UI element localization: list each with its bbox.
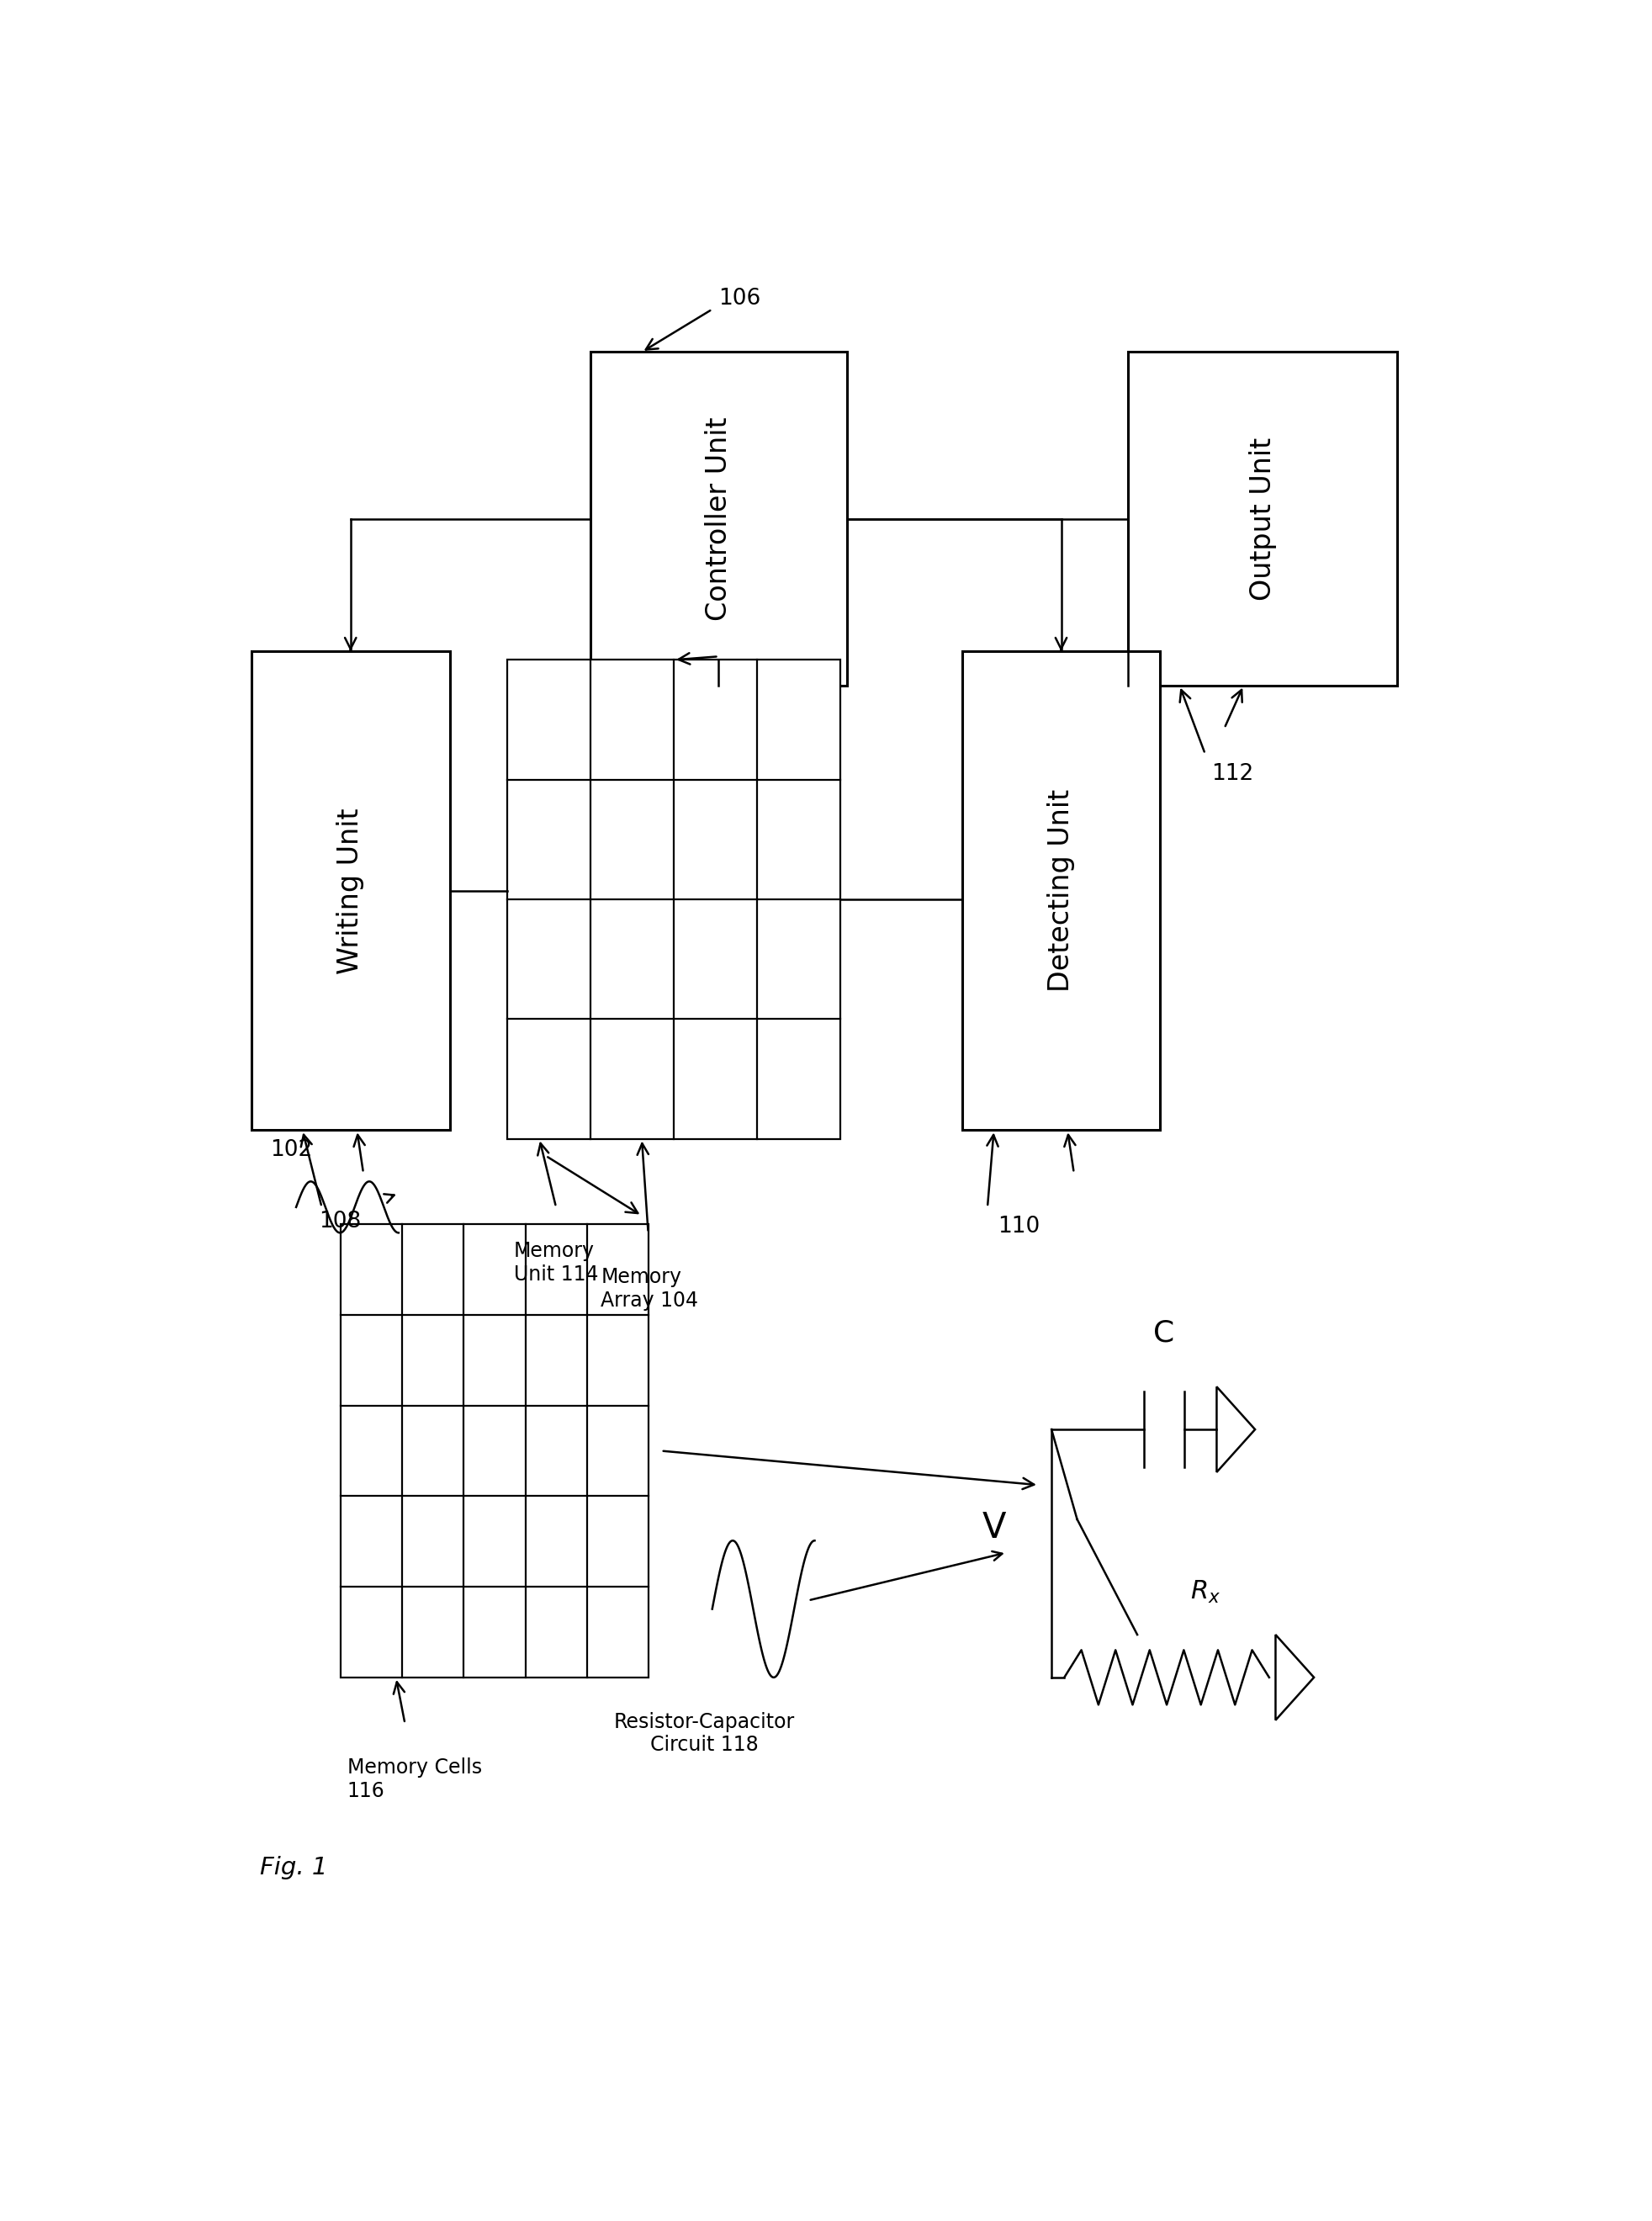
Text: Writing Unit: Writing Unit bbox=[337, 808, 365, 973]
Bar bbox=[507, 660, 841, 1139]
Bar bbox=[340, 1224, 648, 1677]
Text: Memory
Array 104: Memory Array 104 bbox=[601, 1266, 699, 1310]
Text: 112: 112 bbox=[1211, 762, 1254, 784]
Bar bbox=[961, 651, 1160, 1130]
Bar bbox=[251, 651, 449, 1130]
Text: Memory
Unit 114: Memory Unit 114 bbox=[514, 1242, 598, 1286]
Text: C: C bbox=[1153, 1319, 1175, 1348]
Text: Detecting Unit: Detecting Unit bbox=[1047, 788, 1075, 993]
Bar bbox=[1128, 353, 1398, 686]
Text: Fig. 1: Fig. 1 bbox=[261, 1855, 327, 1879]
Text: Controller Unit: Controller Unit bbox=[705, 418, 732, 622]
Text: 110: 110 bbox=[998, 1215, 1041, 1237]
Text: V: V bbox=[981, 1510, 1006, 1546]
Text: 108: 108 bbox=[319, 1210, 362, 1233]
Text: Memory Cells
116: Memory Cells 116 bbox=[347, 1757, 482, 1801]
Bar bbox=[591, 353, 847, 686]
Text: Resistor-Capacitor
Circuit 118: Resistor-Capacitor Circuit 118 bbox=[613, 1712, 795, 1755]
Text: 102: 102 bbox=[271, 1139, 312, 1162]
Text: 106: 106 bbox=[719, 287, 762, 309]
Text: $R_x$: $R_x$ bbox=[1189, 1579, 1221, 1606]
Text: Output Unit: Output Unit bbox=[1249, 438, 1277, 600]
